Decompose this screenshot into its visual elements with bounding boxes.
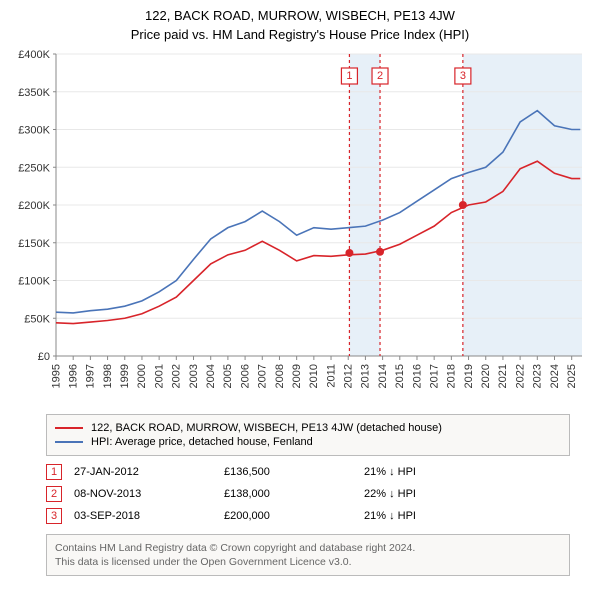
x-tick-label: 2017 <box>428 364 440 388</box>
event-date: 08-NOV-2013 <box>74 488 224 500</box>
y-tick-label: £250K <box>18 162 50 174</box>
x-tick-label: 2012 <box>343 364 355 388</box>
event-price: £136,500 <box>224 466 364 478</box>
marker-badge-number: 3 <box>460 70 466 82</box>
footnote: Contains HM Land Registry data © Crown c… <box>46 534 570 576</box>
x-tick-label: 2011 <box>325 364 337 388</box>
event-badge: 3 <box>46 508 62 524</box>
event-badge: 1 <box>46 464 62 480</box>
chart-svg: £0 £50K £100K £150K £200K £250K £300K £350K £400… <box>10 48 590 408</box>
event-delta: 21% ↓ HPI <box>364 510 504 522</box>
x-tick-label: 2006 <box>239 364 251 388</box>
x-tick-label: 1999 <box>119 364 131 388</box>
marker-badge-number: 1 <box>346 70 352 82</box>
x-tick-label: 1998 <box>102 364 114 388</box>
y-tick-label: £150K <box>18 238 50 250</box>
legend-swatch <box>55 441 83 443</box>
x-tick-label: 2007 <box>257 364 269 388</box>
x-tick-label: 1996 <box>67 364 79 388</box>
event-delta: 21% ↓ HPI <box>364 466 504 478</box>
x-tick-label: 2002 <box>171 364 183 388</box>
legend-item: HPI: Average price, detached house, Fenl… <box>55 435 561 449</box>
x-tick-label: 2018 <box>446 364 458 388</box>
x-tick-label: 2014 <box>377 364 389 388</box>
x-tick-label: 2008 <box>274 364 286 388</box>
legend-label: 122, BACK ROAD, MURROW, WISBECH, PE13 4J… <box>91 422 442 434</box>
sale-point <box>459 201 467 209</box>
x-tick-label: 2021 <box>497 364 509 388</box>
x-tick-label: 2024 <box>549 364 561 388</box>
x-tick-label: 2001 <box>153 364 165 388</box>
x-tick-label: 2015 <box>394 364 406 388</box>
x-tick-label: 2010 <box>308 364 320 388</box>
x-tick-label: 1995 <box>50 364 62 388</box>
chart-title: 122, BACK ROAD, MURROW, WISBECH, PE13 4J… <box>0 0 600 23</box>
x-tick-label: 2019 <box>463 364 475 388</box>
chart-subtitle: Price paid vs. HM Land Registry's House … <box>0 23 600 48</box>
footnote-line-1: Contains HM Land Registry data © Crown c… <box>55 541 561 555</box>
x-tick-label: 2020 <box>480 364 492 388</box>
x-tick-label: 2025 <box>566 364 578 388</box>
y-tick-label: £350K <box>18 87 50 99</box>
y-tick-label: £400K <box>18 49 50 61</box>
legend-label: HPI: Average price, detached house, Fenl… <box>91 436 313 448</box>
marker-badge-number: 2 <box>377 70 383 82</box>
x-tick-label: 2009 <box>291 364 303 388</box>
legend-item: 122, BACK ROAD, MURROW, WISBECH, PE13 4J… <box>55 421 561 435</box>
y-tick-label: £300K <box>18 125 50 137</box>
x-tick-label: 2000 <box>136 364 148 388</box>
legend-swatch <box>55 427 83 429</box>
legend: 122, BACK ROAD, MURROW, WISBECH, PE13 4J… <box>46 414 570 456</box>
footnote-line-2: This data is licensed under the Open Gov… <box>55 555 561 569</box>
x-tick-label: 2005 <box>222 364 234 388</box>
x-tick-label: 2004 <box>205 364 217 388</box>
events-table: 127-JAN-2012£136,50021% ↓ HPI208-NOV-201… <box>46 464 570 524</box>
x-tick-label: 2016 <box>411 364 423 388</box>
chart-area: £0 £50K £100K £150K £200K £250K £300K £350K £400… <box>10 48 590 408</box>
y-tick-label: £50K <box>24 313 50 325</box>
x-tick-label: 2023 <box>532 364 544 388</box>
y-tick-label: £100K <box>18 276 50 288</box>
y-tick-label: £0 <box>38 351 50 363</box>
x-tick-label: 2013 <box>360 364 372 388</box>
event-price: £138,000 <box>224 488 364 500</box>
event-date: 03-SEP-2018 <box>74 510 224 522</box>
sale-point <box>376 248 384 256</box>
x-tick-label: 2022 <box>514 364 526 388</box>
event-price: £200,000 <box>224 510 364 522</box>
event-delta: 22% ↓ HPI <box>364 488 504 500</box>
event-badge: 2 <box>46 486 62 502</box>
x-tick-label: 1997 <box>85 364 97 388</box>
event-date: 27-JAN-2012 <box>74 466 224 478</box>
x-tick-label: 2003 <box>188 364 200 388</box>
y-tick-label: £200K <box>18 200 50 212</box>
sale-point <box>345 249 353 257</box>
